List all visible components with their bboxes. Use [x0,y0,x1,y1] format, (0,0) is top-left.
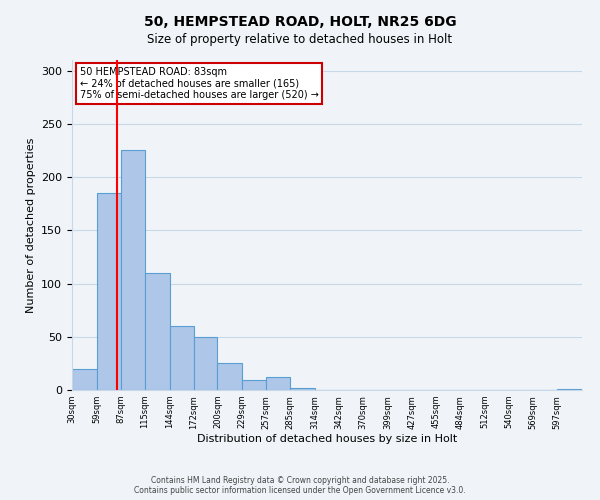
Text: 50, HEMPSTEAD ROAD, HOLT, NR25 6DG: 50, HEMPSTEAD ROAD, HOLT, NR25 6DG [143,15,457,29]
Bar [217,364,242,390]
Bar [145,273,170,390]
Bar [170,326,194,390]
Bar [97,193,121,390]
X-axis label: Distribution of detached houses by size in Holt: Distribution of detached houses by size … [197,434,457,444]
Bar [242,380,266,390]
Y-axis label: Number of detached properties: Number of detached properties [26,138,35,312]
Bar [194,337,217,390]
Text: Contains HM Land Registry data © Crown copyright and database right 2025.
Contai: Contains HM Land Registry data © Crown c… [134,476,466,495]
Bar [266,377,290,390]
Bar [121,150,145,390]
Text: 50 HEMPSTEAD ROAD: 83sqm
← 24% of detached houses are smaller (165)
75% of semi-: 50 HEMPSTEAD ROAD: 83sqm ← 24% of detach… [80,66,319,100]
Text: Size of property relative to detached houses in Holt: Size of property relative to detached ho… [148,32,452,46]
Bar [290,388,315,390]
Bar [557,389,582,390]
Bar [72,368,97,390]
